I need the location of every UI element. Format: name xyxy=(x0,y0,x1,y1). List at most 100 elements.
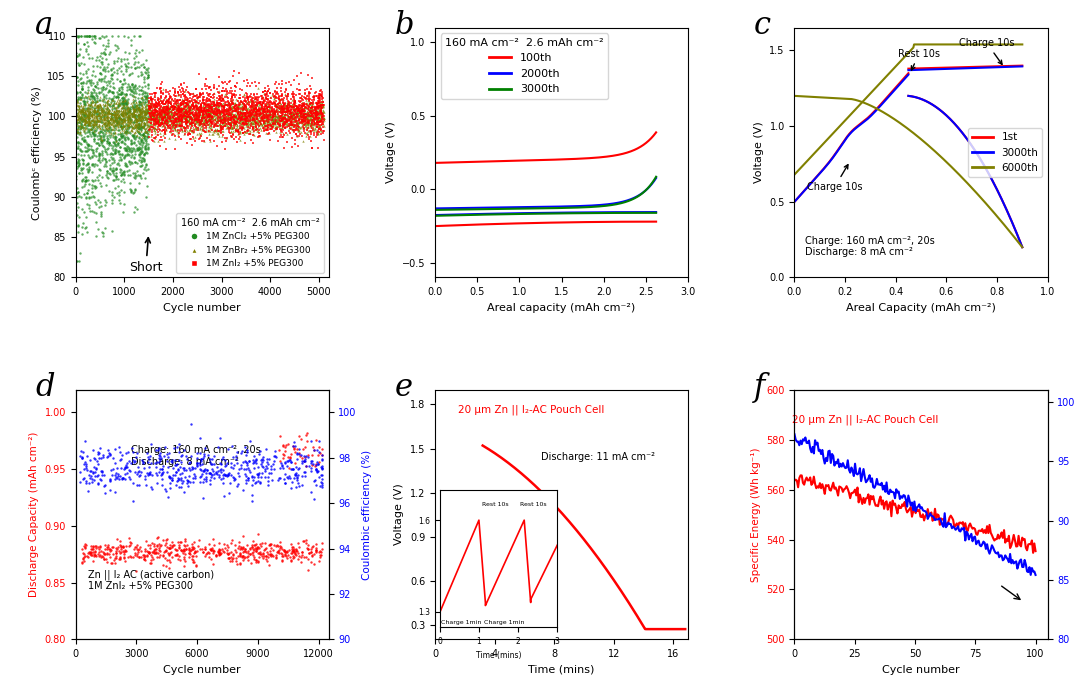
Point xyxy=(288,454,306,465)
Point xyxy=(308,112,325,123)
Point xyxy=(202,113,219,124)
Point xyxy=(146,111,163,122)
Point xyxy=(105,111,122,122)
Point xyxy=(308,115,325,126)
Point xyxy=(297,87,314,98)
Point xyxy=(198,115,215,126)
Point xyxy=(287,549,305,560)
Point xyxy=(230,100,247,111)
Point xyxy=(179,87,197,98)
Point xyxy=(102,107,119,118)
Point xyxy=(256,89,273,100)
Point xyxy=(84,129,102,140)
Point xyxy=(188,461,205,472)
Point xyxy=(237,126,254,138)
Point xyxy=(226,120,243,131)
Point xyxy=(255,101,272,113)
Point xyxy=(154,461,172,472)
Point xyxy=(265,115,282,126)
Point xyxy=(125,58,143,70)
Point xyxy=(298,450,315,461)
Point xyxy=(257,90,274,101)
Point xyxy=(159,452,176,463)
Point xyxy=(278,115,295,126)
Point xyxy=(102,126,119,138)
Point xyxy=(230,550,247,562)
Point xyxy=(267,111,284,122)
Point xyxy=(285,105,302,116)
Point xyxy=(198,100,215,111)
Point xyxy=(146,87,163,98)
Point xyxy=(299,119,316,130)
Point xyxy=(79,112,96,123)
Point xyxy=(154,115,172,126)
Point xyxy=(279,120,296,131)
Point xyxy=(136,131,153,142)
Point xyxy=(200,106,217,117)
Point xyxy=(68,51,85,62)
Point xyxy=(89,113,106,124)
Point xyxy=(114,120,132,131)
Point xyxy=(165,101,183,112)
Point xyxy=(180,471,198,482)
Point xyxy=(291,108,308,119)
Point xyxy=(186,95,203,106)
Point xyxy=(220,487,238,498)
Point xyxy=(68,119,85,130)
Point xyxy=(80,124,97,136)
Point xyxy=(170,127,187,138)
Point xyxy=(204,97,221,108)
Point xyxy=(271,131,288,142)
Point xyxy=(75,122,92,133)
Point xyxy=(231,129,248,140)
Point xyxy=(154,115,172,126)
Point xyxy=(153,107,171,118)
Point xyxy=(218,470,235,481)
Point xyxy=(295,107,312,118)
Point xyxy=(131,31,148,42)
Point xyxy=(161,548,178,559)
Point xyxy=(233,551,251,562)
Point xyxy=(240,115,257,126)
Point xyxy=(227,97,244,108)
Point xyxy=(149,457,166,468)
Point xyxy=(301,99,319,110)
Point xyxy=(93,31,110,42)
Point xyxy=(237,108,254,120)
Point xyxy=(257,114,274,125)
Point xyxy=(274,452,292,464)
Point xyxy=(289,102,307,113)
Point xyxy=(150,113,167,124)
Point xyxy=(167,545,185,556)
Point xyxy=(80,547,97,558)
Point xyxy=(219,104,237,115)
Point xyxy=(118,120,135,131)
Point xyxy=(113,108,131,119)
Point xyxy=(217,97,234,108)
Point xyxy=(287,117,305,128)
Point xyxy=(205,546,222,557)
Point xyxy=(116,138,133,149)
Point xyxy=(133,99,150,111)
Point xyxy=(252,97,269,108)
Point xyxy=(234,107,252,118)
Point xyxy=(228,112,245,123)
Point xyxy=(131,81,148,92)
Point xyxy=(92,164,109,175)
Point xyxy=(170,114,187,125)
Point xyxy=(167,98,185,109)
Point xyxy=(219,112,237,123)
Point xyxy=(89,101,106,113)
Point xyxy=(264,121,281,132)
Point xyxy=(241,99,258,111)
Point xyxy=(201,115,218,126)
Point xyxy=(92,177,109,188)
Point xyxy=(129,158,146,169)
Point xyxy=(138,113,156,124)
Point xyxy=(303,114,321,125)
Point xyxy=(121,121,138,132)
Point xyxy=(157,483,174,494)
Point xyxy=(117,97,134,108)
Point xyxy=(278,77,295,88)
Point xyxy=(231,113,248,124)
